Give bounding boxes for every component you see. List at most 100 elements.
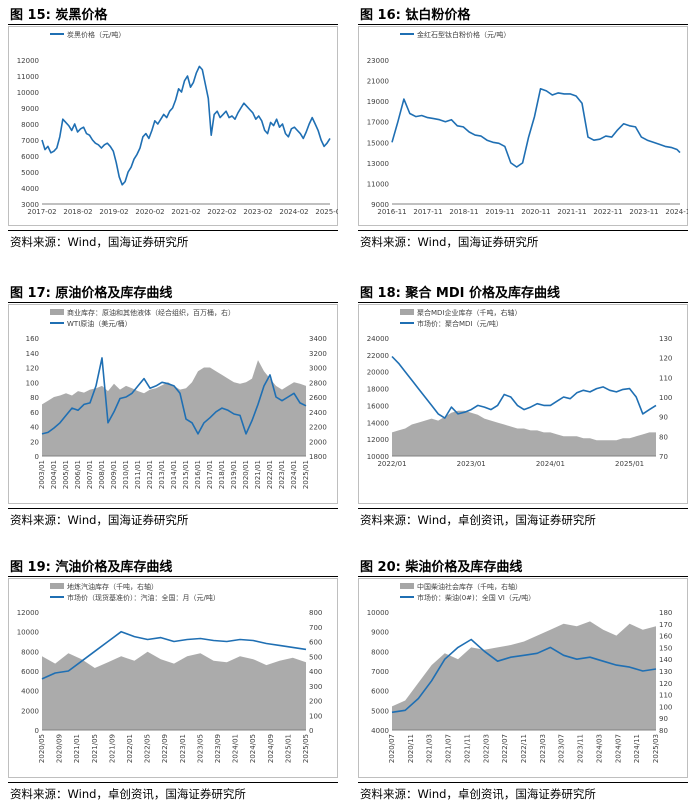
x-tick-label: 2017-02	[27, 208, 56, 216]
x-tick-label: 2021/01	[254, 460, 262, 489]
source-prefix: 资料来源：	[10, 513, 68, 527]
x-tick-label: 2022/05	[144, 734, 152, 763]
legend: 聚合MDI企业库存（千吨，右轴） 市场价：聚合MDI（元/吨）	[400, 308, 522, 328]
figure-number: 图 18:	[360, 286, 401, 301]
y-tick-label: 10000	[17, 629, 39, 637]
chart-title: 图 20: 柴油价格及库存曲线	[360, 556, 522, 575]
y-tick-label: 19000	[367, 98, 389, 106]
x-tick-label: 2017/01	[206, 460, 214, 489]
y2-tick-label: 130	[659, 668, 672, 676]
y2-tick-label: 500	[309, 653, 322, 661]
chart-svg: 0 2000 4000 6000 8000 10000 12000 0 100 200 300 400…	[8, 578, 338, 778]
title-rule	[358, 24, 688, 25]
chart-title: 图 17: 原油价格及库存曲线	[10, 282, 172, 301]
y-tick-label: 13000	[367, 160, 389, 168]
y-tick-label: 12000	[17, 57, 39, 65]
y-tick-label: 12000	[17, 609, 39, 617]
source-note: 资料来源：Wind，卓创资讯，国海证券研究所	[360, 512, 596, 528]
x-tick-label: 2020/09	[56, 734, 64, 763]
legend-swatch	[50, 583, 64, 589]
legend: 商业库存：原油和其他液体（经合组织，百万桶，右） WTI原油（美元/桶）	[50, 308, 235, 328]
chart-panel-c16: 图 16: 钛白粉价格 9000 11000 13000 15000 17000 19000…	[358, 4, 690, 249]
x-tick-label: 2017-11	[413, 208, 442, 216]
figure-number: 图 20:	[360, 560, 401, 575]
legend-label: 炭黑价格（元/吨）	[67, 30, 125, 39]
x-tick-label: 2024/01	[290, 460, 298, 489]
x-tick-label: 2014/01	[170, 460, 178, 489]
legend-swatch	[400, 309, 414, 315]
x-tick-label: 2018-02	[63, 208, 92, 216]
x-tick-label: 2007/01	[86, 460, 94, 489]
source-text: Wind，国海证券研究所	[67, 513, 189, 527]
y-tick-label: 21000	[367, 78, 389, 86]
x-tick-label: 2008/01	[98, 460, 106, 489]
chart-svg: 10000 12000 14000 16000 18000 20000 22000 24000…	[358, 304, 688, 504]
chart-border	[8, 304, 338, 504]
x-tick-label: 2025/01	[284, 734, 292, 763]
series-line	[391, 88, 681, 168]
legend: 金红石型钛白粉价格（元/吨）	[400, 30, 510, 39]
x-tick-label: 2023/09	[214, 734, 222, 763]
chart-svg: 4000 5000 6000 7000 8000 9000 10000 80 90 100 110 1…	[358, 578, 688, 778]
y2-tick-label: 3000	[309, 365, 327, 373]
y-tick-label: 22000	[367, 352, 389, 360]
x-tick-label: 2024/07	[614, 734, 622, 763]
y2-tick-label: 0	[309, 727, 313, 735]
y-tick-label: 0	[35, 727, 39, 735]
chart-svg: 9000 11000 13000 15000 17000 19000 21000 23000 2…	[358, 26, 690, 226]
y2-tick-label: 600	[309, 639, 322, 647]
x-tick-label: 2022/07	[501, 734, 509, 763]
figure-heading: 汽油价格及库存曲线	[50, 560, 173, 575]
figure-number: 图 15:	[10, 8, 51, 23]
figure-number: 图 19:	[10, 560, 51, 575]
chart-title: 图 18: 聚合 MDI 价格及库存曲线	[360, 282, 560, 301]
x-tick-label: 2023/01	[457, 460, 486, 468]
legend: 中国柴油社会库存（千吨，右轴） 市场价：柴油(0#)：全国 VI（元/吨）	[400, 582, 535, 602]
x-tick-label: 2022-11	[593, 208, 622, 216]
source-text: Wind，国海证券研究所	[67, 235, 189, 249]
y-tick-label: 4000	[21, 185, 39, 193]
chart-area: 3000 4000 5000 6000 7000 8000 9000 10000 11000 12…	[8, 26, 345, 226]
source-prefix: 资料来源：	[10, 787, 68, 801]
source-text: Wind，卓创资讯，国海证券研究所	[417, 513, 596, 527]
x-tick-label: 2021/09	[108, 734, 116, 763]
y-tick-label: 10000	[17, 89, 39, 97]
y-tick-label: 16000	[367, 402, 389, 410]
x-tick-label: 2020/05	[38, 734, 46, 763]
y-tick-label: 160	[26, 335, 39, 343]
y2-tick-label: 2000	[309, 438, 327, 446]
y2-tick-label: 180	[659, 609, 672, 617]
x-tick-label: 2024/11	[633, 734, 641, 763]
series-line	[391, 638, 657, 714]
figure-heading: 钛白粉价格	[400, 8, 471, 23]
x-tick-label: 2022/01	[266, 460, 274, 489]
y-tick-label: 7000	[371, 668, 389, 676]
source-note: 资料来源：Wind，国海证券研究所	[10, 512, 188, 528]
y2-tick-label: 2600	[309, 394, 327, 402]
x-tick-label: 2020/07	[388, 734, 396, 763]
chart-border	[358, 26, 688, 226]
x-tick-label: 2009/01	[110, 460, 118, 489]
x-tick-label: 2023/07	[558, 734, 566, 763]
y-tick-label: 11000	[367, 180, 389, 188]
x-tick-label: 2010/01	[122, 460, 130, 489]
x-tick-label: 2023/01	[179, 734, 187, 763]
legend-label: 金红石型钛白粉价格（元/吨）	[417, 30, 510, 39]
y2-tick-label: 80	[659, 727, 668, 735]
title-rule	[358, 576, 688, 577]
y-tick-label: 20000	[367, 369, 389, 377]
y2-tick-label: 90	[659, 715, 668, 723]
x-tick-label: 2025-02	[315, 208, 338, 216]
y2-tick-label: 800	[309, 609, 322, 617]
figure-number: 图 16:	[360, 8, 401, 23]
y2-tick-label: 130	[659, 335, 672, 343]
x-tick-label: 2024/05	[249, 734, 257, 763]
series-line	[391, 355, 657, 419]
y-tick-label: 40	[30, 424, 39, 432]
source-note: 资料来源：Wind，卓创资讯，国海证券研究所	[10, 786, 246, 802]
y-tick-label: 80	[30, 394, 39, 402]
source-prefix: 资料来源：	[360, 787, 418, 801]
y-tick-label: 4000	[371, 727, 389, 735]
x-tick-label: 2019-11	[485, 208, 514, 216]
x-tick-label: 2025/01	[302, 460, 310, 489]
